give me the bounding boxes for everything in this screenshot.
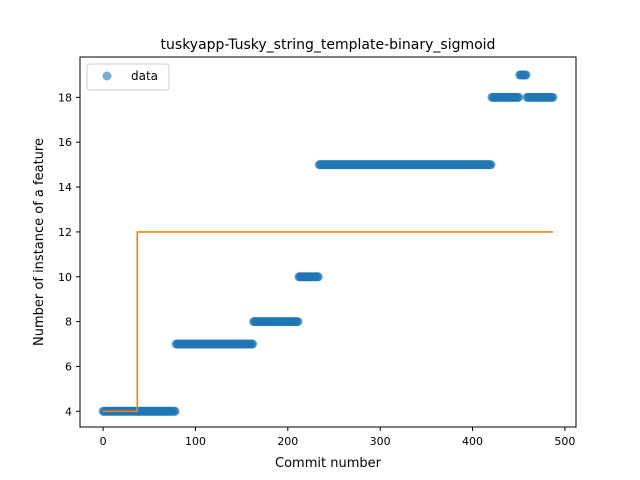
y-tick-label: 8: [65, 316, 72, 329]
y-axis: 4 6 8 10 12 14 16 18: [58, 91, 80, 418]
data-point: [313, 272, 323, 282]
y-axis-label: Number of instance of a feature: [32, 138, 47, 346]
legend-label-data: data: [131, 69, 158, 83]
x-tick-label: 400: [462, 435, 483, 448]
data-points: [98, 70, 558, 416]
y-tick-label: 12: [58, 226, 72, 239]
y-tick-label: 18: [58, 91, 72, 104]
legend-marker-data: [102, 71, 112, 81]
data-point: [293, 317, 303, 327]
legend-box: [86, 63, 170, 91]
data-point: [514, 92, 524, 102]
x-tick-label: 0: [100, 435, 107, 448]
legend: data: [86, 63, 170, 91]
data-point: [486, 160, 496, 170]
y-tick-label: 16: [58, 136, 72, 149]
y-tick-label: 10: [58, 271, 72, 284]
x-tick-label: 100: [185, 435, 206, 448]
data-point: [521, 70, 531, 80]
x-tick-label: 300: [370, 435, 391, 448]
axes-frame: [79, 56, 577, 428]
x-tick-label: 200: [277, 435, 298, 448]
y-tick-label: 4: [65, 405, 72, 418]
y-tick-label: 14: [58, 181, 72, 194]
data-point: [170, 406, 180, 416]
data-point: [548, 92, 558, 102]
y-tick-label: 6: [65, 360, 72, 373]
chart-title: tuskyapp-Tusky_string_template-binary_si…: [161, 37, 496, 53]
x-axis-label: Commit number: [275, 456, 382, 471]
x-axis: 0 100 200 300 400 500: [100, 427, 575, 448]
x-tick-label: 500: [554, 435, 575, 448]
fit-line: [103, 231, 553, 413]
data-point: [248, 339, 258, 349]
plot-area: [98, 70, 558, 416]
